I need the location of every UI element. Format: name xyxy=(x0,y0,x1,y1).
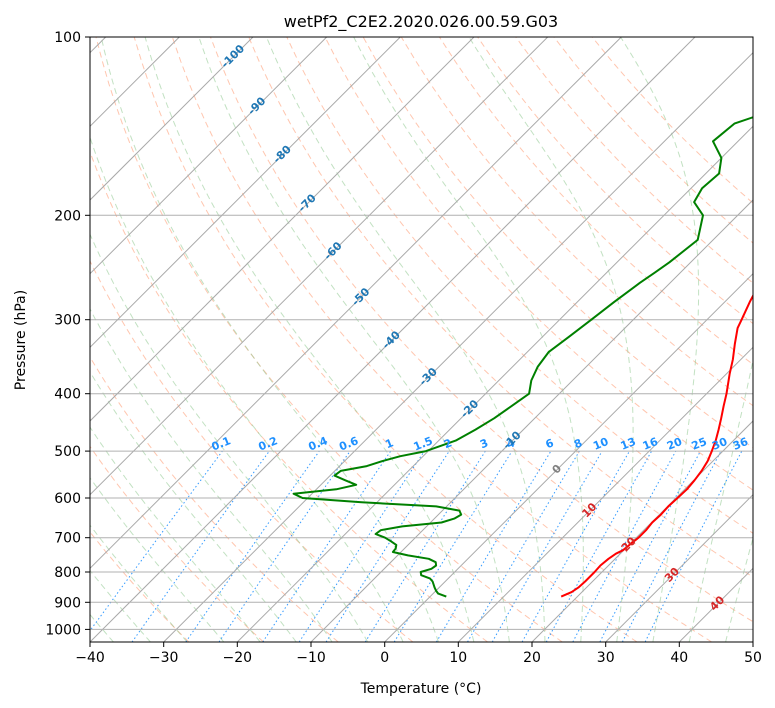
isotherm-line xyxy=(90,37,696,642)
moist-adiabat xyxy=(90,370,297,642)
isotherm-line xyxy=(90,37,328,275)
dry-adiabat xyxy=(515,37,753,284)
moist-adiabat xyxy=(90,426,261,642)
moist-adiabat xyxy=(90,233,369,642)
isotherm-line xyxy=(90,37,622,570)
mixing-ratio-label: 30 xyxy=(710,435,729,453)
moist-adiabat xyxy=(100,37,439,642)
y-tick-label: 100 xyxy=(54,30,81,46)
moist-adiabat xyxy=(90,135,404,642)
x-tick-label: 10 xyxy=(449,650,467,666)
moist-adiabat xyxy=(353,37,584,642)
y-axis-title: Pressure (hPa) xyxy=(13,290,29,390)
mixing-ratio-line xyxy=(218,450,351,642)
dry-adiabat xyxy=(90,356,339,642)
mixing-ratio-label: 2 xyxy=(442,436,454,451)
grid-lines xyxy=(90,37,753,642)
temperature-profile-line xyxy=(560,293,753,598)
moist-adiabat xyxy=(198,37,510,642)
dry-adiabat xyxy=(210,37,753,623)
mixing-ratio-line xyxy=(90,450,223,632)
x-tick-label: 50 xyxy=(744,650,762,666)
y-tick-label: 700 xyxy=(54,531,81,547)
moist-adiabat xyxy=(144,37,475,642)
mixing-ratio-line xyxy=(521,450,630,642)
y-tick-label: 500 xyxy=(54,444,81,460)
x-tick-label: 40 xyxy=(670,650,688,666)
mixing-ratio-label: 16 xyxy=(641,435,660,453)
chart-title: wetPf2_C2E2.2020.026.00.59.G03 xyxy=(284,12,558,32)
dry-adiabat xyxy=(90,445,264,642)
x-tick-label: 20 xyxy=(523,650,541,666)
data-series xyxy=(292,116,753,598)
dry-adiabat xyxy=(90,259,414,642)
background-lines xyxy=(90,37,753,642)
mixing-ratio-label: 36 xyxy=(731,435,750,453)
moist-adiabat xyxy=(725,536,753,642)
moist-adiabat xyxy=(266,37,546,642)
x-tick-label: −30 xyxy=(149,650,179,666)
y-tick-label: 1000 xyxy=(45,622,81,638)
moist-adiabat xyxy=(90,524,188,642)
y-tick-label: 900 xyxy=(54,595,81,611)
x-tick-label: −10 xyxy=(296,650,326,666)
dry-adiabat xyxy=(248,37,753,578)
x-tick-label: 0 xyxy=(380,650,389,666)
moist-adiabat xyxy=(688,358,753,642)
x-tick-label: −20 xyxy=(223,650,253,666)
mixing-ratio-line xyxy=(131,450,270,642)
mixing-ratio-line xyxy=(185,450,320,642)
dry-adiabat xyxy=(286,37,753,534)
y-tick-label: 400 xyxy=(54,387,81,403)
mixing-ratio-label: 25 xyxy=(690,435,709,453)
isotherm-line xyxy=(310,199,753,642)
x-axis-ticks: −40 −30 −20 −10 0 10 20 30 40 50 xyxy=(75,642,762,666)
x-tick-label: −40 xyxy=(75,650,105,666)
mixing-ratio-line xyxy=(644,450,743,642)
y-tick-label: 800 xyxy=(54,565,81,581)
dry-adiabat xyxy=(95,37,563,642)
isotherm-line xyxy=(236,125,753,642)
moist-adiabat xyxy=(90,308,333,642)
mixing-ratio-line xyxy=(572,450,677,642)
y-tick-label: 600 xyxy=(54,491,81,507)
mixing-ratio-label: 13 xyxy=(619,435,638,453)
isotherm-line xyxy=(384,272,753,642)
mixing-ratio-label: 10 xyxy=(591,435,610,453)
x-tick-label: 30 xyxy=(597,650,615,666)
mixing-ratio-line xyxy=(262,450,392,642)
dry-adiabat xyxy=(324,37,753,491)
isotherm-line xyxy=(90,37,401,349)
plot-frame xyxy=(89,36,754,643)
y-tick-label: 200 xyxy=(54,208,81,224)
mixing-ratio-line xyxy=(545,450,653,642)
moist-adiabat xyxy=(90,476,225,642)
isotherm-line xyxy=(90,37,475,422)
isotherm-line xyxy=(605,493,753,642)
mixing-ratio-label: 3 xyxy=(478,436,490,451)
dewpoint-profile-line xyxy=(292,116,753,598)
y-tick-label: 300 xyxy=(54,313,81,329)
dry-adiabat xyxy=(171,37,712,642)
isotherm-line xyxy=(90,37,254,201)
mixing-ratio-label: 1 xyxy=(383,436,395,451)
mixing-ratio-line xyxy=(325,450,450,642)
isotherm-line xyxy=(90,37,549,496)
dry-adiabat xyxy=(133,37,638,642)
mixing-ratio-label: 8 xyxy=(572,436,584,451)
isotherm-line xyxy=(163,51,753,642)
mixing-ratio-line xyxy=(298,450,425,642)
y-axis-ticks: 100 200 300 400 500 600 700 800 900 1000 xyxy=(45,30,90,638)
moist-adiabat xyxy=(90,569,151,642)
x-axis-title: Temperature (°C) xyxy=(360,681,482,697)
mixing-ratio-label: 20 xyxy=(665,435,684,453)
moist-adiabat xyxy=(620,37,700,642)
mixing-ratio-line xyxy=(393,450,513,642)
isotherm-line xyxy=(457,346,753,642)
